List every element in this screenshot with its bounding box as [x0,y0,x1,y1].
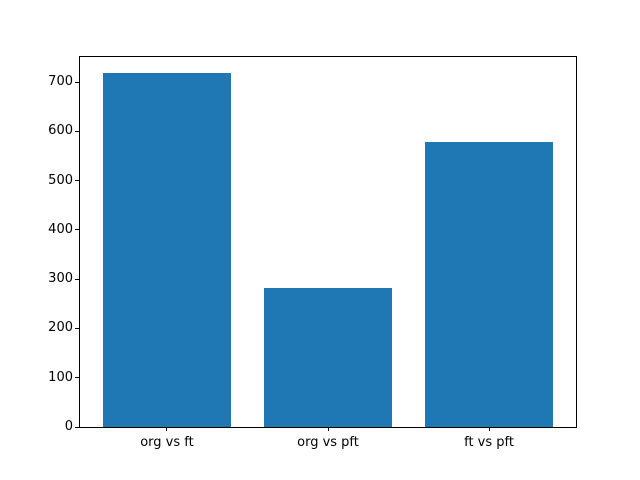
y-tick-label: 600 [48,123,73,139]
y-tick-mark [75,81,79,83]
y-tick-label: 500 [48,172,73,188]
y-tick-label: 700 [48,74,73,90]
y-tick-label: 100 [48,369,73,385]
bar-org-vs-pft [263,287,393,427]
x-tick-label: org vs pft [297,435,359,450]
x-tick-label: org vs ft [140,435,194,450]
y-tick-label: 0 [64,419,73,434]
x-tick-mark [166,427,168,431]
x-tick-mark [488,427,490,431]
y-tick-label: 200 [48,320,73,336]
y-tick-mark [75,327,79,329]
plot-area: org vs ft org vs pft ft vs pft 0 100 200 300 40… [48,56,577,450]
y-tick-mark [75,426,79,428]
y-tick-mark [75,130,79,132]
x-tick-mark [327,427,329,431]
bar-ft-vs-pft [424,142,554,427]
bar-org-vs-ft [102,72,232,427]
y-tick-mark [75,229,79,231]
y-tick-mark [75,377,79,379]
y-tick-label: 400 [48,221,73,237]
x-tick-label: ft vs pft [464,435,514,450]
y-tick-mark [75,180,79,182]
y-tick-mark [75,278,79,280]
y-tick-label: 300 [48,271,73,287]
